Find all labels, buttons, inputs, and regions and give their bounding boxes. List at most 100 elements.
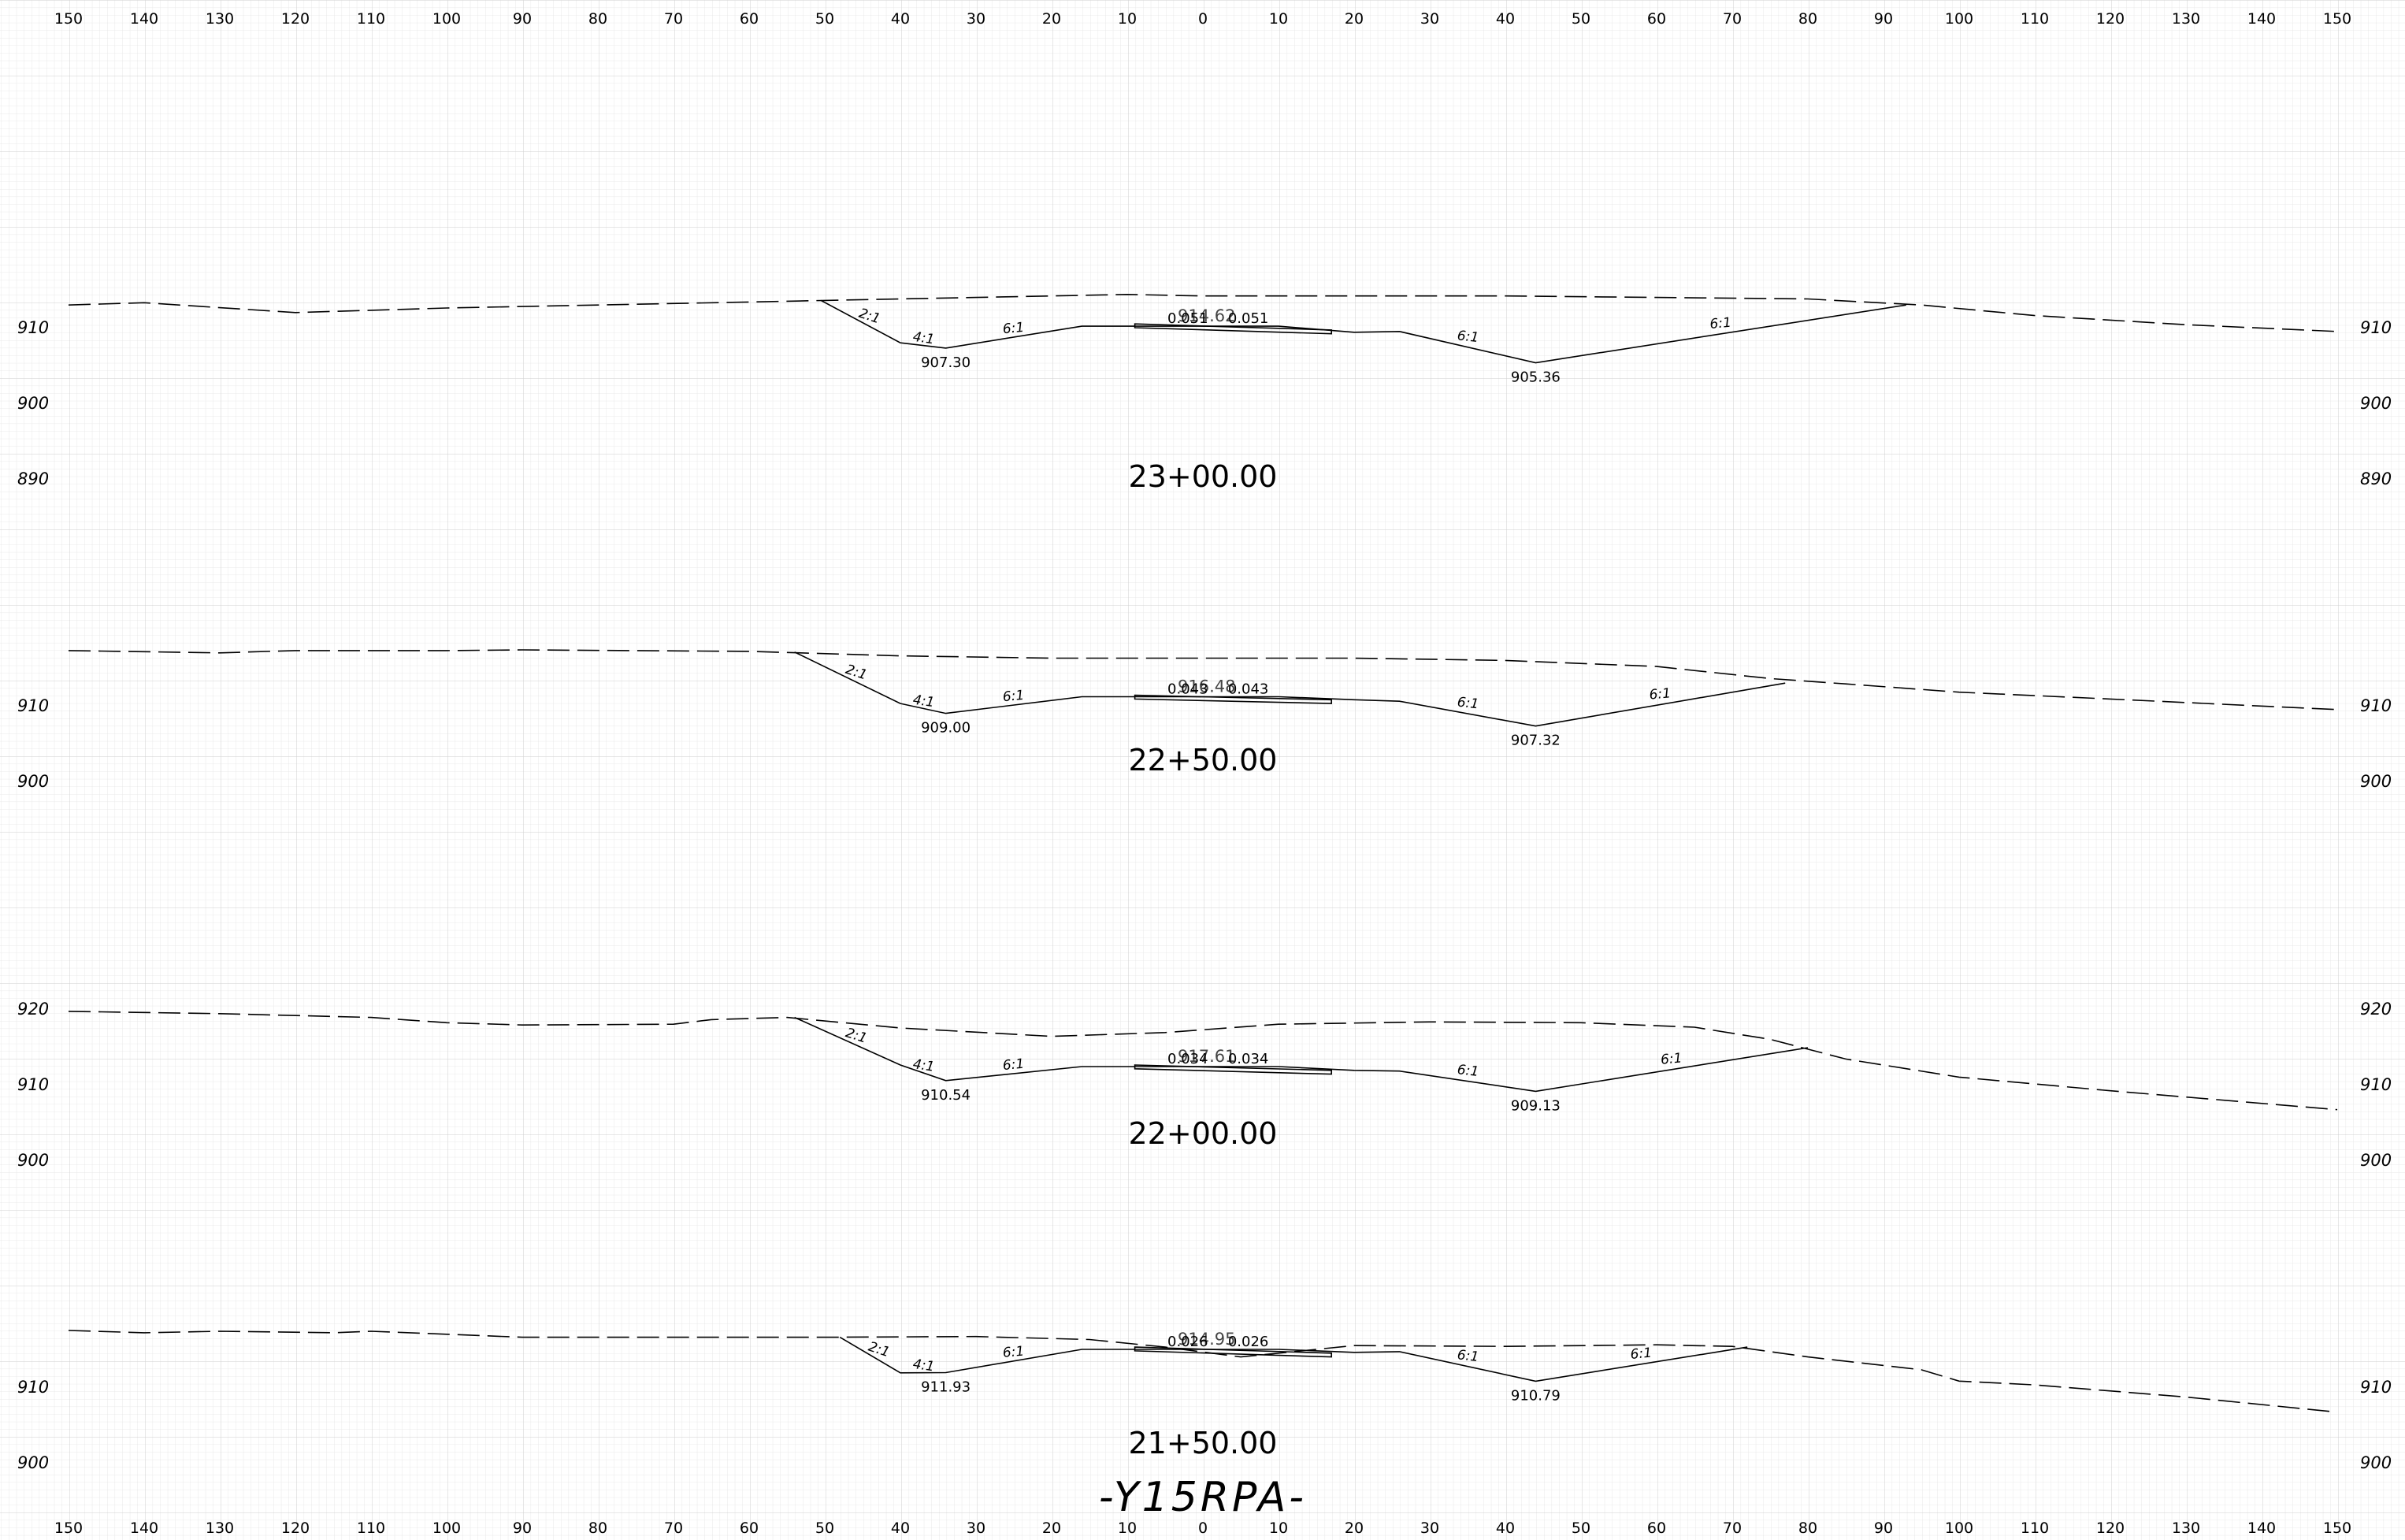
slope-right-fore: 6:1 — [1457, 1347, 1479, 1365]
offset-tick-label: 150 — [54, 10, 83, 28]
offset-tick-label: 60 — [740, 1520, 759, 1537]
existing-ground-line — [68, 649, 2338, 711]
proposed-section-line — [794, 651, 1786, 727]
pavement-section — [1134, 323, 1332, 335]
elevation-label-left: 920 — [17, 1000, 49, 1019]
offset-tick-label: 50 — [1572, 1520, 1590, 1537]
offset-tick-label: 70 — [664, 10, 683, 28]
elevation-label-left: 910 — [17, 696, 49, 715]
elevation-label-left: 900 — [17, 1453, 49, 1472]
offset-tick-label: 110 — [357, 10, 385, 28]
offset-tick-label: 70 — [1723, 1520, 1742, 1537]
elevation-label-right: 900 — [2360, 1151, 2392, 1170]
left-ditch-elevation: 907.30 — [921, 354, 971, 371]
existing-ground-line — [68, 1330, 2338, 1413]
existing-ground-line — [68, 1011, 2338, 1111]
elevation-label-left: 900 — [17, 1151, 49, 1170]
offset-tick-label: 80 — [1798, 1520, 1817, 1537]
elevation-label-right: 900 — [2360, 394, 2392, 413]
slope-right-back: 6:1 — [1630, 1345, 1653, 1363]
cross-section-0: 910 910 900 900 890 890 907.30 905.36 914.620.05… — [17, 293, 2392, 494]
elevation-label-left: 890 — [17, 469, 49, 488]
cross-slope-right: 0.034 — [1228, 1051, 1269, 1067]
slope-right-fore: 6:1 — [1457, 695, 1479, 713]
offset-tick-label: 10 — [1118, 10, 1137, 28]
offset-tick-label: 20 — [1345, 1520, 1364, 1537]
station-label: 22+00.00 — [1129, 1116, 1278, 1151]
offset-tick-label: 90 — [513, 10, 532, 28]
elevation-label-right: 910 — [2360, 318, 2392, 337]
elevation-label-left: 900 — [17, 772, 49, 791]
sheet-title: -Y15RPA- — [1099, 1474, 1307, 1521]
offset-tick-label: 0 — [1198, 1520, 1208, 1537]
offset-tick-label: 80 — [588, 1520, 607, 1537]
slope-left-ditch: 4:1 — [912, 1356, 936, 1375]
station-label: 21+50.00 — [1129, 1426, 1278, 1460]
left-ditch-elevation: 911.93 — [921, 1379, 971, 1395]
cross-section-1: 910 910 900 900 909.00 907.32 916.480.043 0.043… — [17, 649, 2392, 791]
slope-right-fore: 6:1 — [1457, 1062, 1479, 1080]
offset-tick-label: 90 — [1874, 1520, 1893, 1537]
existing-ground-line — [68, 293, 2338, 332]
slope-right-back: 6:1 — [1649, 685, 1672, 703]
finished-grade-elevation: 916.48 — [1178, 677, 1235, 696]
left-ditch-elevation: 909.00 — [921, 720, 971, 737]
offset-tick-label: 110 — [2021, 1520, 2049, 1537]
offset-tick-label: 120 — [281, 10, 310, 28]
offset-tick-label: 120 — [2096, 10, 2125, 28]
offset-tick-label: 20 — [1042, 10, 1061, 28]
offset-tick-label: 140 — [130, 1520, 158, 1537]
pavement-section — [1134, 1064, 1332, 1075]
offset-tick-label: 70 — [1723, 10, 1742, 28]
elevation-label-right: 910 — [2360, 1378, 2392, 1397]
offset-tick-label: 130 — [2172, 10, 2200, 28]
slope-left-ditch: 4:1 — [912, 692, 936, 711]
offset-tick-label: 150 — [54, 1520, 83, 1537]
elevation-label-left: 910 — [17, 1378, 49, 1397]
offset-tick-label: 40 — [891, 10, 910, 28]
offset-tick-label: 50 — [815, 1520, 834, 1537]
offset-tick-label: 110 — [2021, 10, 2049, 28]
cross-slope-left: 0.026 — [1167, 1334, 1208, 1350]
offset-tick-label: 140 — [2247, 1520, 2276, 1537]
offset-tick-label: 50 — [815, 10, 834, 28]
slope-right-back: 6:1 — [1660, 1051, 1683, 1068]
cross-slope-left: 0.051 — [1167, 310, 1208, 327]
station-label: 22+50.00 — [1129, 743, 1278, 777]
offset-tick-label: 90 — [1874, 10, 1893, 28]
pavement-section — [1134, 694, 1332, 704]
offset-tick-label: 70 — [664, 1520, 683, 1537]
offset-tick-label: 80 — [588, 10, 607, 28]
offset-tick-label: 40 — [1496, 10, 1515, 28]
offset-tick-label: 150 — [2323, 1520, 2351, 1537]
offset-tick-label: 110 — [357, 1520, 385, 1537]
offset-tick-label: 120 — [281, 1520, 310, 1537]
proposed-section-line — [820, 299, 1906, 364]
offset-tick-label: 90 — [513, 1520, 532, 1537]
cross-slope-left: 0.034 — [1167, 1051, 1208, 1067]
offset-tick-label: 10 — [1269, 10, 1288, 28]
offset-tick-label: 140 — [130, 10, 158, 28]
elevation-label-left: 910 — [17, 1075, 49, 1094]
elevation-label-right: 890 — [2360, 469, 2392, 488]
slope-left-back: 6:1 — [1002, 1344, 1025, 1361]
slope-right-back: 6:1 — [1709, 315, 1732, 332]
offset-tick-label: 100 — [1945, 10, 1973, 28]
cross-section-3: 910 910 900 900 911.93 910.79 914.950.026 0.026… — [17, 1330, 2392, 1472]
offset-tick-label: 140 — [2247, 10, 2276, 28]
offset-tick-label: 30 — [967, 1520, 985, 1537]
offset-tick-label: 100 — [1945, 1520, 1973, 1537]
offset-tick-label: 100 — [432, 1520, 461, 1537]
elevation-label-left: 910 — [17, 318, 49, 337]
slope-left-ditch: 4:1 — [912, 329, 936, 348]
pavement-section — [1134, 1346, 1332, 1358]
elevation-label-right: 910 — [2360, 696, 2392, 715]
station-label: 23+00.00 — [1129, 459, 1278, 494]
offset-tick-label: 60 — [740, 10, 759, 28]
cross-slope-right: 0.043 — [1228, 681, 1269, 697]
cross-sections: 910 910 900 900 890 890 907.30 905.36 914.620.05… — [17, 293, 2392, 1472]
bottom-offset-scale: 150 140 130 120 110 100 90 80 70 60 50 40 30 20 10 0 10 2… — [54, 1520, 2351, 1537]
right-ditch-elevation: 905.36 — [1511, 369, 1561, 386]
proposed-section-line — [839, 1336, 1748, 1382]
